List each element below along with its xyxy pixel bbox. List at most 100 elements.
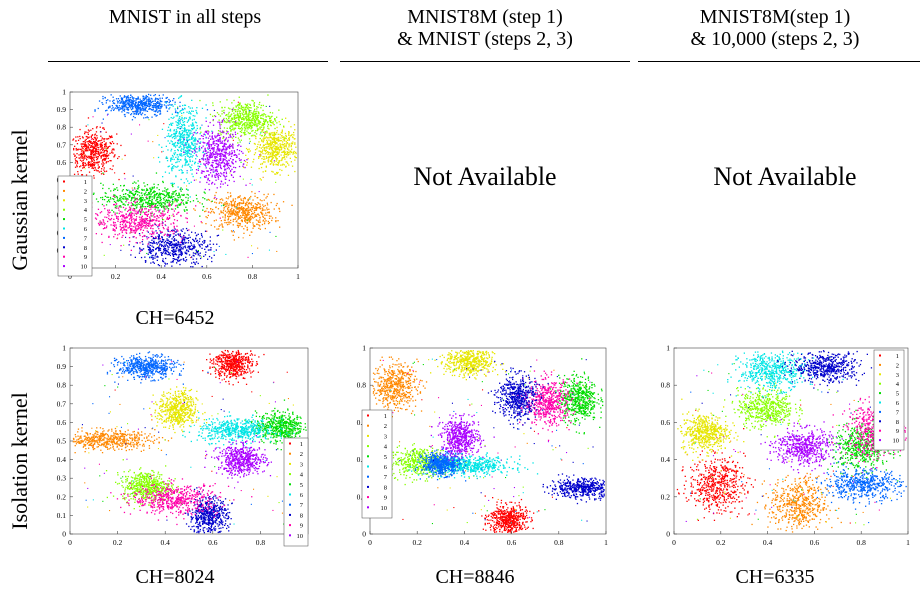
scatter-point bbox=[162, 150, 164, 152]
scatter-point bbox=[183, 259, 185, 262]
scatter-point bbox=[144, 227, 146, 229]
scatter-point bbox=[172, 191, 174, 193]
scatter-point bbox=[157, 196, 159, 199]
scatter-point bbox=[236, 111, 238, 113]
scatter-point bbox=[150, 220, 152, 222]
scatter-point bbox=[95, 149, 98, 151]
scatter-point bbox=[114, 196, 116, 199]
scatter-point bbox=[104, 153, 106, 155]
scatter-point bbox=[243, 217, 245, 219]
scatter-point bbox=[255, 214, 257, 216]
scatter-point bbox=[200, 141, 202, 143]
scatter-point bbox=[97, 153, 99, 155]
scatter-point bbox=[260, 163, 262, 165]
scatter-point bbox=[102, 172, 104, 174]
scatter-point bbox=[267, 94, 269, 96]
scatter-point bbox=[274, 141, 276, 144]
scatter-point bbox=[135, 113, 137, 115]
scatter-point bbox=[219, 198, 221, 201]
scatter-point bbox=[216, 143, 218, 145]
scatter-point bbox=[215, 152, 217, 155]
scatter-point bbox=[81, 153, 83, 156]
scatter-point bbox=[90, 135, 92, 138]
scatter-point bbox=[132, 226, 134, 228]
scatter-point bbox=[254, 112, 256, 115]
scatter-point bbox=[144, 114, 146, 116]
scatter-point bbox=[220, 220, 222, 222]
scatter-point bbox=[227, 207, 229, 209]
scatter-point bbox=[184, 144, 186, 146]
scatter-point bbox=[262, 209, 264, 211]
scatter-point bbox=[276, 122, 278, 124]
scatter-point bbox=[252, 122, 254, 124]
scatter-point bbox=[187, 246, 189, 249]
scatter-point bbox=[262, 176, 264, 178]
scatter-point bbox=[244, 218, 246, 220]
scatter-point bbox=[101, 221, 103, 223]
scatter-point bbox=[212, 102, 214, 104]
scatter-point bbox=[191, 156, 193, 158]
scatter-point bbox=[159, 99, 161, 101]
scatter-point bbox=[163, 208, 165, 210]
scatter-point bbox=[231, 214, 233, 216]
scatter-point bbox=[178, 160, 180, 163]
scatter-point bbox=[271, 147, 273, 149]
scatter-point bbox=[173, 225, 175, 228]
scatter-point bbox=[179, 263, 181, 266]
scatter-point bbox=[135, 216, 138, 218]
scatter-point bbox=[130, 219, 133, 222]
scatter-point bbox=[291, 204, 293, 206]
scatter-point bbox=[139, 197, 142, 199]
scatter-point bbox=[278, 151, 280, 153]
scatter-point bbox=[95, 148, 97, 150]
scatter-point bbox=[185, 150, 188, 152]
scatter-point bbox=[247, 217, 249, 219]
scatter-point bbox=[144, 194, 146, 196]
scatter-point bbox=[233, 129, 235, 131]
scatter-point bbox=[259, 208, 262, 210]
scatter-point bbox=[200, 131, 202, 133]
scatter-point bbox=[177, 127, 179, 129]
scatter-point bbox=[202, 197, 204, 199]
scatter-point bbox=[253, 158, 255, 161]
scatter-point bbox=[245, 154, 247, 156]
scatter-point bbox=[172, 254, 174, 256]
scatter-point bbox=[244, 122, 246, 124]
scatter-point bbox=[206, 159, 209, 161]
scatter-point bbox=[127, 109, 129, 111]
scatter-point bbox=[147, 222, 149, 224]
scatter-point bbox=[149, 187, 151, 189]
scatter-point bbox=[159, 223, 161, 225]
scatter-point bbox=[119, 205, 122, 207]
scatter-point bbox=[274, 119, 276, 121]
scatter-point bbox=[196, 252, 199, 254]
scatter-point bbox=[250, 207, 253, 209]
scatter-point bbox=[82, 149, 84, 151]
scatter-point bbox=[176, 159, 179, 161]
scatter-point bbox=[158, 107, 160, 109]
scatter-point bbox=[219, 162, 221, 164]
scatter-point bbox=[167, 226, 169, 228]
scatter-point bbox=[288, 138, 291, 141]
scatter-point bbox=[181, 236, 183, 238]
scatter-point bbox=[252, 134, 254, 136]
scatter-point bbox=[141, 101, 143, 104]
scatter-point bbox=[102, 127, 104, 129]
scatter-point bbox=[79, 157, 81, 159]
scatter-point bbox=[265, 116, 267, 118]
scatter-point bbox=[95, 142, 97, 145]
scatter-point bbox=[159, 113, 162, 115]
scatter-point bbox=[262, 219, 265, 221]
scatter-point bbox=[230, 155, 233, 157]
scatter-point bbox=[120, 249, 122, 251]
scatter-point bbox=[141, 225, 143, 227]
scatter-point bbox=[243, 196, 246, 199]
scatter-point bbox=[154, 98, 157, 100]
scatter-point bbox=[262, 124, 264, 126]
scatter-point bbox=[150, 104, 152, 106]
scatter-point bbox=[192, 245, 194, 248]
scatter-point bbox=[176, 161, 178, 163]
scatter-point bbox=[274, 133, 276, 135]
scatter-point bbox=[283, 125, 285, 127]
scatter-point bbox=[141, 207, 143, 209]
